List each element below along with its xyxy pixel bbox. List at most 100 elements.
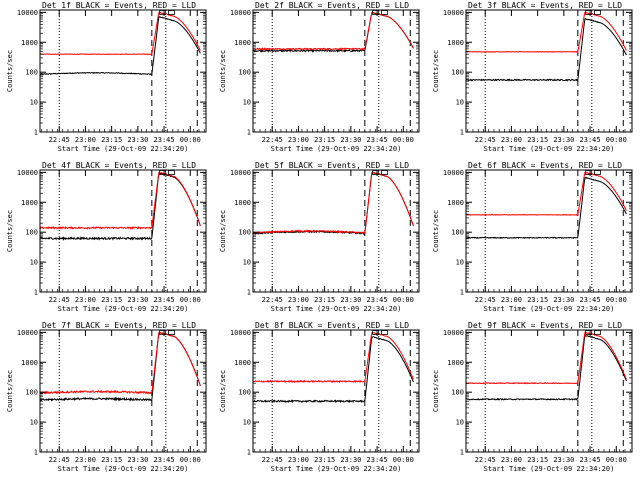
detector-panel-9: Det 9f BLACK = Events, RED = LLD 1 10 100 10… (432, 321, 633, 473)
y-tick-label: 1 (34, 289, 38, 297)
panel-title: Det 5f BLACK = Events, RED = LLD (255, 161, 409, 170)
plot-frame (39, 9, 207, 133)
y-tick-label: 10 (30, 99, 38, 107)
x-tick-label: 23:45 (367, 456, 388, 464)
y-tick-label: 10 (243, 259, 251, 267)
y-tick-label: 100 (451, 389, 464, 397)
x-tick-label: 23:15 (101, 296, 122, 304)
x-axis-label: Start Time (29-Oct-09 22:34:20) (271, 465, 402, 473)
x-tick-label: 23:15 (527, 296, 548, 304)
y-tick-label: 1 (460, 449, 464, 457)
y-tick-label: 10 (456, 419, 464, 427)
series-lld-line (39, 332, 201, 395)
y-tick-label: 1 (460, 129, 464, 137)
series-events-line (252, 171, 414, 235)
x-tick-label: 23:45 (367, 136, 388, 144)
y-tick-label: 10000 (443, 329, 464, 337)
y-axis-label: Counts/sec (219, 50, 227, 92)
x-tick-label: 23:15 (527, 456, 548, 464)
detector-panel-2: Det 2f BLACK = Events, RED = LLD 1 10 100 10… (219, 1, 420, 153)
x-axis-label: Start Time (29-Oct-09 22:34:20) (58, 305, 189, 313)
plot-frame (252, 169, 420, 293)
series-lld-line (39, 11, 201, 56)
x-tick-label: 23:00 (501, 136, 522, 144)
x-tick-label: 23:45 (154, 296, 175, 304)
panel-title: Det 8f BLACK = Events, RED = LLD (255, 321, 409, 330)
x-tick-label: 23:15 (314, 136, 335, 144)
detector-panel-5: Det 5f BLACK = Events, RED = LLD 1 10 100 10… (219, 161, 420, 313)
x-tick-label: 22:45 (262, 136, 283, 144)
x-axis-label: Start Time (29-Oct-09 22:34:20) (58, 465, 189, 473)
peak-box-marker (168, 170, 175, 175)
y-tick-label: 10000 (17, 169, 38, 177)
panel-title: Det 4f BLACK = Events, RED = LLD (42, 161, 196, 170)
y-tick-label: 100 (25, 69, 38, 77)
y-tick-label: 1 (247, 289, 251, 297)
x-axis-label: Start Time (29-Oct-09 22:34:20) (271, 305, 402, 313)
y-tick-label: 1000 (21, 359, 38, 367)
x-tick-label: 22:45 (262, 456, 283, 464)
y-tick-label: 100 (451, 229, 464, 237)
peak-box-marker (381, 330, 388, 335)
y-tick-label: 1000 (234, 39, 251, 47)
x-tick-label: 23:15 (101, 456, 122, 464)
x-tick-label: 23:30 (553, 296, 574, 304)
x-tick-label: 23:00 (288, 136, 309, 144)
x-tick-label: 00:00 (180, 136, 201, 144)
x-tick-label: 23:30 (127, 296, 148, 304)
y-tick-label: 1000 (234, 199, 251, 207)
x-tick-label: 23:45 (580, 136, 601, 144)
y-tick-label: 100 (451, 69, 464, 77)
y-axis-label: Counts/sec (6, 210, 14, 252)
x-axis-label: Start Time (29-Oct-09 22:34:20) (271, 145, 402, 153)
peak-box-marker (168, 10, 175, 15)
y-tick-label: 100 (238, 69, 251, 77)
x-tick-label: 23:30 (340, 296, 361, 304)
y-axis-label: Counts/sec (432, 210, 440, 252)
x-tick-label: 23:15 (314, 456, 335, 464)
y-tick-label: 10 (456, 259, 464, 267)
x-tick-label: 00:00 (393, 456, 414, 464)
y-tick-label: 10000 (230, 169, 251, 177)
y-tick-label: 1000 (21, 39, 38, 47)
x-tick-label: 23:00 (288, 296, 309, 304)
y-tick-label: 1000 (447, 199, 464, 207)
x-tick-label: 23:30 (127, 136, 148, 144)
x-tick-label: 22:45 (49, 456, 70, 464)
panel-title: Det 2f BLACK = Events, RED = LLD (255, 1, 409, 10)
x-tick-label: 22:45 (475, 456, 496, 464)
panel-title: Det 9f BLACK = Events, RED = LLD (468, 321, 622, 330)
series-lld-line (39, 171, 201, 230)
plot-frame (465, 9, 633, 133)
x-tick-label: 23:30 (127, 456, 148, 464)
x-tick-label: 22:45 (475, 296, 496, 304)
plot-frame (252, 9, 420, 133)
y-tick-label: 10 (30, 259, 38, 267)
series-lld-line (252, 171, 414, 235)
series-lld-line (252, 11, 414, 51)
detector-panel-8: Det 8f BLACK = Events, RED = LLD 1 10 100 10… (219, 321, 420, 473)
x-tick-label: 22:45 (49, 296, 70, 304)
detector-panel-7: Det 7f BLACK = Events, RED = LLD 1 10 100 10… (6, 321, 207, 473)
y-tick-label: 1 (247, 129, 251, 137)
y-tick-label: 10000 (443, 9, 464, 17)
series-lld-line (465, 172, 627, 216)
y-tick-label: 100 (25, 389, 38, 397)
y-axis-label: Counts/sec (432, 50, 440, 92)
x-tick-label: 23:30 (553, 456, 574, 464)
x-axis-label: Start Time (29-Oct-09 22:34:20) (484, 145, 615, 153)
x-tick-label: 23:45 (580, 296, 601, 304)
y-tick-label: 1 (34, 129, 38, 137)
y-tick-label: 10 (243, 419, 251, 427)
x-tick-label: 00:00 (393, 296, 414, 304)
y-tick-label: 10 (30, 419, 38, 427)
peak-box-marker (168, 330, 175, 335)
y-tick-label: 1 (460, 289, 464, 297)
series-lld-line (465, 331, 627, 385)
y-tick-label: 10 (243, 99, 251, 107)
x-tick-label: 00:00 (180, 296, 201, 304)
peak-box-marker (594, 170, 601, 175)
series-events-line (465, 334, 627, 401)
y-tick-label: 10 (456, 99, 464, 107)
y-axis-label: Counts/sec (6, 370, 14, 412)
